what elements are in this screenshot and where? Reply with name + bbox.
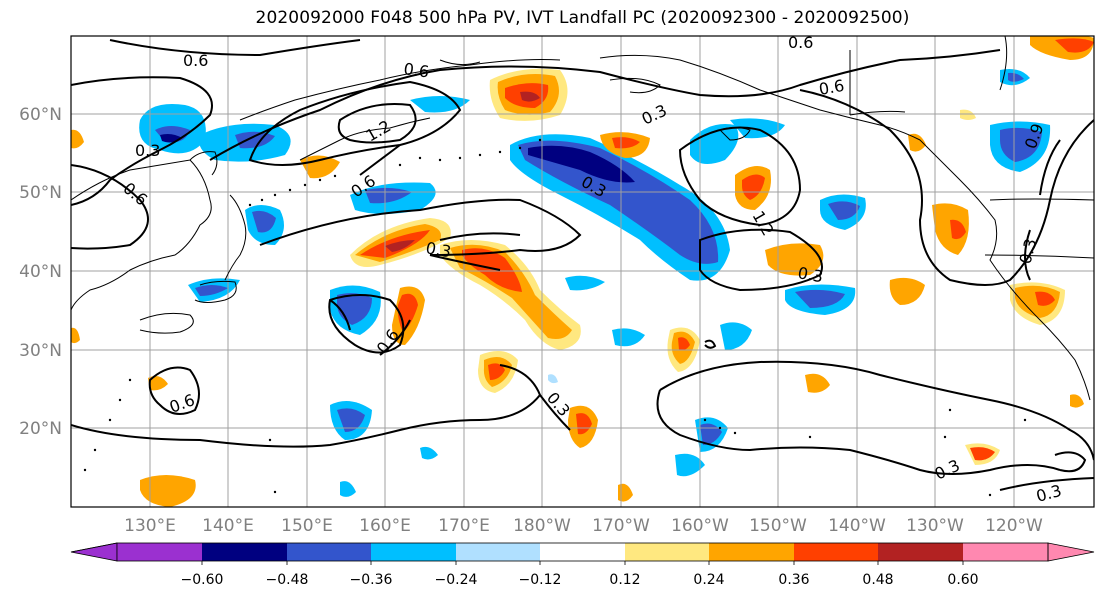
colorbar-tick: −0.36 bbox=[350, 572, 393, 588]
island-chain bbox=[83, 138, 1027, 497]
colorbar-tick: −0.12 bbox=[519, 572, 562, 588]
colorbar-segment bbox=[963, 543, 1048, 561]
colorbar-segment bbox=[540, 543, 625, 561]
lat-label-20n: 20°N bbox=[19, 419, 62, 439]
colorbar: −0.60 −0.48 −0.36 −0.24 −0.12 0.12 0.24 … bbox=[70, 542, 1095, 588]
lon-label: 130°W bbox=[906, 516, 964, 536]
lon-label: 160°W bbox=[671, 516, 729, 536]
lat-label-60n: 60°N bbox=[19, 105, 62, 125]
colorbar-tick: 0.12 bbox=[609, 572, 640, 588]
colorbar-segment bbox=[371, 543, 456, 561]
lon-label: 120°W bbox=[985, 516, 1043, 536]
colorbar-segment bbox=[878, 543, 963, 561]
colorbar-segment bbox=[709, 543, 794, 561]
colorbar-segment bbox=[117, 543, 202, 561]
lon-label: 130°E bbox=[124, 516, 176, 536]
lon-label: 170°W bbox=[592, 516, 650, 536]
map-frame bbox=[70, 35, 1095, 508]
lon-label: 140°E bbox=[202, 516, 254, 536]
colorbar-tick: 0.24 bbox=[693, 572, 724, 588]
contour-label: 0.6 bbox=[402, 59, 430, 81]
map-title: 2020092000 F048 500 hPa PV, IVT Landfall… bbox=[255, 8, 910, 28]
latitude-labels: 60°N 50°N 40°N 30°N 20°N bbox=[19, 105, 62, 439]
lat-label-30n: 30°N bbox=[19, 341, 62, 361]
lon-label: 150°W bbox=[749, 516, 807, 536]
colorbar-tick: −0.48 bbox=[266, 572, 309, 588]
coastlines bbox=[71, 36, 1094, 401]
colorbar-tick: 0.60 bbox=[947, 572, 978, 588]
lon-label: 170°E bbox=[438, 516, 490, 536]
colorbar-extend-min bbox=[70, 542, 118, 562]
colorbar-tick: −0.24 bbox=[435, 572, 478, 588]
lon-label: 150°E bbox=[281, 516, 333, 536]
colorbar-segment bbox=[794, 543, 878, 561]
positive-anomaly-shading bbox=[71, 36, 1094, 507]
colorbar-segment bbox=[456, 543, 540, 561]
contour-label: 0.6 bbox=[183, 51, 208, 70]
graticule bbox=[71, 36, 1094, 507]
colorbar-tick: −0.60 bbox=[181, 572, 224, 588]
contour-label: 0.3 bbox=[135, 141, 160, 160]
longitude-labels: 130°E 140°E 150°E 160°E 170°E 180°W 170°… bbox=[124, 516, 1043, 536]
colorbar-segment bbox=[202, 543, 287, 561]
colorbar-segment bbox=[625, 543, 709, 561]
contour-label: 0.6 bbox=[788, 33, 813, 52]
lon-label: 140°W bbox=[828, 516, 886, 536]
pv-contours bbox=[71, 39, 1094, 491]
colorbar-tick: 0.36 bbox=[778, 572, 809, 588]
contour-label: 0.3 bbox=[424, 238, 452, 261]
colorbar-tick: 0.48 bbox=[862, 572, 893, 588]
contour-label: 0.3 bbox=[796, 263, 824, 286]
lat-label-40n: 40°N bbox=[19, 262, 62, 282]
colorbar-extend-max bbox=[1047, 542, 1095, 562]
lon-label: 160°E bbox=[359, 516, 411, 536]
lat-label-50n: 50°N bbox=[19, 183, 62, 203]
colorbar-segment bbox=[287, 543, 371, 561]
negative-anomaly-shading bbox=[139, 69, 1051, 497]
contour-label: 0.6 bbox=[817, 76, 845, 99]
lon-label: 180°W bbox=[513, 516, 571, 536]
